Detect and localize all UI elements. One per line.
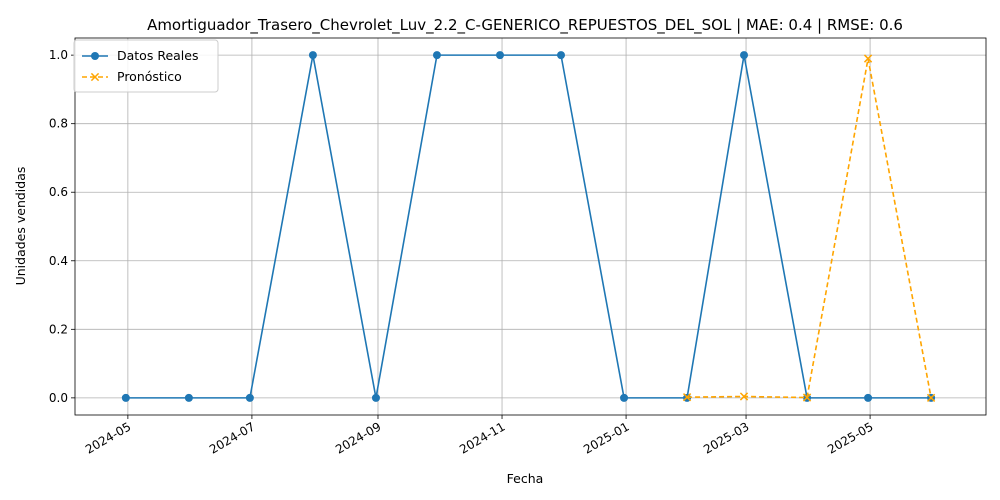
series-line-pronostico (687, 58, 932, 399)
data-point (184, 393, 193, 402)
y-tick-label: 0.2 (49, 322, 68, 336)
data-point (802, 393, 812, 402)
data-point (863, 54, 873, 63)
data-point (682, 393, 692, 402)
data-point (926, 393, 936, 402)
data-point (557, 51, 566, 60)
x-axis-label: Fecha (507, 471, 544, 486)
series-layer (121, 51, 936, 402)
x-tick-label: 2025-01 (581, 419, 631, 456)
data-point (245, 393, 254, 402)
x-tick-label: 2025-03 (701, 419, 751, 456)
legend-label-pronostico: Pronóstico (117, 69, 182, 84)
x-tick-label: 2024-05 (83, 419, 133, 456)
data-point (371, 393, 380, 402)
data-point (308, 51, 317, 60)
x-tick-label: 2024-09 (333, 419, 383, 456)
legend-marker-datos-reales (91, 52, 99, 60)
data-point (121, 393, 130, 402)
x-tick-label: 2024-11 (457, 419, 507, 456)
series-datos-reales (121, 51, 936, 402)
y-tick-label: 0.6 (49, 185, 68, 199)
grid (75, 38, 986, 415)
x-tick-label: 2025-05 (825, 419, 875, 456)
y-axis-label: Unidades vendidas (13, 167, 28, 286)
y-tick-label: 0.8 (49, 117, 68, 131)
data-point (495, 51, 504, 60)
series-pronostico (682, 54, 936, 402)
y-axis: 0.0 0.2 0.4 0.6 0.8 1.0 (49, 48, 75, 405)
chart-title: Amortiguador_Trasero_Chevrolet_Luv_2.2_C… (147, 16, 903, 35)
x-tick-label: 2024-07 (207, 419, 257, 456)
y-tick-label: 0.4 (49, 254, 68, 268)
y-tick-label: 1.0 (49, 48, 68, 62)
legend-box (73, 39, 219, 93)
legend-marker-pronostico (90, 72, 100, 82)
y-tick-label: 0.0 (49, 391, 68, 405)
data-point (864, 393, 873, 402)
data-point (739, 392, 749, 401)
legend: Datos Reales Pronóstico (73, 39, 219, 93)
series-line-datos-reales (125, 54, 932, 399)
x-axis: 2024-05 2024-07 2024-09 2024-11 2025-01 2025-… (83, 415, 876, 457)
legend-label-datos-reales: Datos Reales (117, 48, 198, 63)
data-point (620, 393, 629, 402)
data-point (432, 51, 441, 60)
legend-x-marker (90, 72, 100, 82)
plot-frame (74, 37, 987, 416)
data-point (740, 51, 749, 60)
